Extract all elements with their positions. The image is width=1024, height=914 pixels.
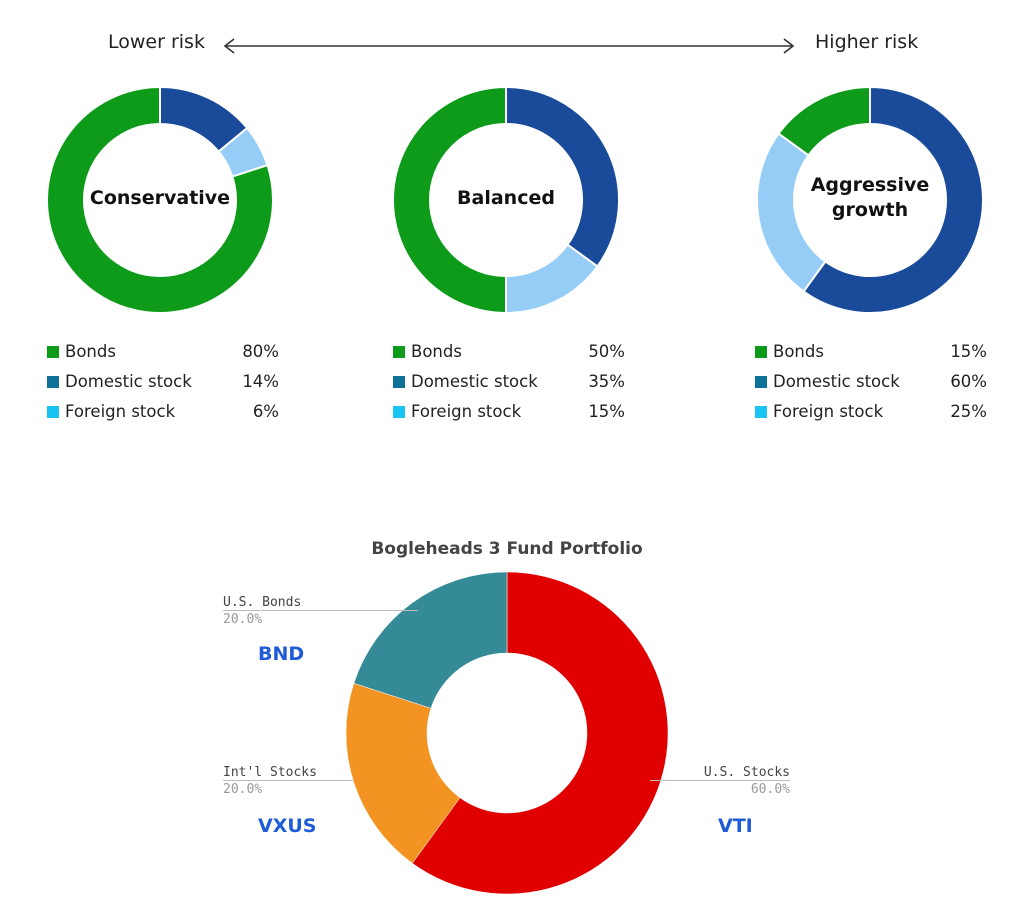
legend-value-foreign-stock: 25% <box>950 402 987 421</box>
bogleheads-donut-chart <box>345 571 669 895</box>
vxus-ticker: VXUS <box>258 815 317 837</box>
legend-label-domestic-stock: Domestic stock <box>411 372 538 391</box>
balanced-donut-chart <box>392 85 620 315</box>
intl-stocks-slice <box>345 682 461 864</box>
conservative-legend: Bonds 80% Domestic stock 14% Foreign sto… <box>47 339 279 429</box>
legend-row-foreign-stock: Foreign stock 6% <box>47 399 279 429</box>
bonds-swatch <box>755 346 767 358</box>
legend-label-domestic-stock: Domestic stock <box>65 372 192 391</box>
legend-row-bonds: Bonds 15% <box>755 339 987 369</box>
legend-label-bonds: Bonds <box>65 342 116 361</box>
bonds-slice <box>777 85 871 157</box>
us-stocks-value: 60.0% <box>750 782 790 797</box>
center-label-line: Aggressive <box>810 174 930 196</box>
balanced-legend: Bonds 50% Domestic stock 35% Foreign sto… <box>393 339 625 429</box>
legend-label-bonds: Bonds <box>411 342 462 361</box>
legend-row-domestic-stock: Domestic stock 14% <box>47 369 279 399</box>
legend-value-domestic-stock: 35% <box>588 372 625 391</box>
legend-row-foreign-stock: Foreign stock 15% <box>393 399 625 429</box>
aggressive-growth-donut-chart <box>756 85 984 314</box>
bogleheads-chart-title: Bogleheads 3 Fund Portfolio <box>371 539 643 559</box>
legend-label-domestic-stock: Domestic stock <box>773 372 900 391</box>
legend-value-foreign-stock: 6% <box>252 402 279 421</box>
us-bonds-leader-line <box>223 610 418 611</box>
legend-label-foreign-stock: Foreign stock <box>411 402 522 421</box>
domestic-stock-slice <box>802 85 984 314</box>
legend-value-bonds: 15% <box>950 342 987 361</box>
foreign-stock-slice <box>217 126 269 178</box>
legend-row-domestic-stock: Domestic stock 35% <box>393 369 625 399</box>
balanced-center-label: Balanced <box>457 187 555 209</box>
legend-row-bonds: Bonds 80% <box>47 339 279 369</box>
risk-spectrum-arrow-icon <box>223 38 795 54</box>
us-stocks-leader-line <box>650 780 790 781</box>
foreign-stock-swatch <box>393 406 405 418</box>
domestic-stock-swatch <box>755 376 767 388</box>
center-label-line: growth <box>831 199 909 221</box>
bnd-ticker: BND <box>258 643 305 665</box>
bonds-swatch <box>47 346 59 358</box>
bonds-slice <box>392 85 507 315</box>
legend-row-domestic-stock: Domestic stock 60% <box>755 369 987 399</box>
us-bonds-value: 20.0% <box>223 612 263 627</box>
legend-value-domestic-stock: 14% <box>242 372 279 391</box>
legend-value-domestic-stock: 60% <box>950 372 987 391</box>
lower-risk-label: Lower risk <box>108 31 205 53</box>
legend-value-foreign-stock: 15% <box>588 402 625 421</box>
legend-label-foreign-stock: Foreign stock <box>65 402 176 421</box>
conservative-donut-chart <box>46 85 274 314</box>
legend-row-bonds: Bonds 50% <box>393 339 625 369</box>
legend-value-bonds: 80% <box>242 342 279 361</box>
legend-row-foreign-stock: Foreign stock 25% <box>755 399 987 429</box>
us-bonds-slice <box>353 571 508 709</box>
us-bonds-label: U.S. Bonds <box>223 595 302 610</box>
aggressive-growth-legend: Bonds 15% Domestic stock 60% Foreign sto… <box>755 339 987 429</box>
legend-label-bonds: Bonds <box>773 342 824 361</box>
foreign-stock-swatch <box>47 406 59 418</box>
domestic-stock-slice <box>505 85 620 268</box>
foreign-stock-swatch <box>755 406 767 418</box>
aggressive-growth-center-label: Aggressive growth <box>790 173 950 223</box>
bonds-swatch <box>393 346 405 358</box>
legend-value-bonds: 50% <box>588 342 625 361</box>
conservative-center-label: Conservative <box>89 187 231 209</box>
us-stocks-slice <box>412 571 669 895</box>
higher-risk-label: Higher risk <box>815 31 919 53</box>
legend-label-foreign-stock: Foreign stock <box>773 402 884 421</box>
intl-stocks-label: Int'l Stocks <box>223 765 317 780</box>
domestic-stock-swatch <box>47 376 59 388</box>
vti-ticker: VTI <box>718 815 753 837</box>
domestic-stock-slice <box>159 85 249 153</box>
us-stocks-label: U.S. Stocks <box>703 765 790 780</box>
intl-stocks-leader-line <box>223 780 353 781</box>
bonds-slice <box>46 85 274 314</box>
intl-stocks-value: 20.0% <box>223 782 263 797</box>
domestic-stock-swatch <box>393 376 405 388</box>
